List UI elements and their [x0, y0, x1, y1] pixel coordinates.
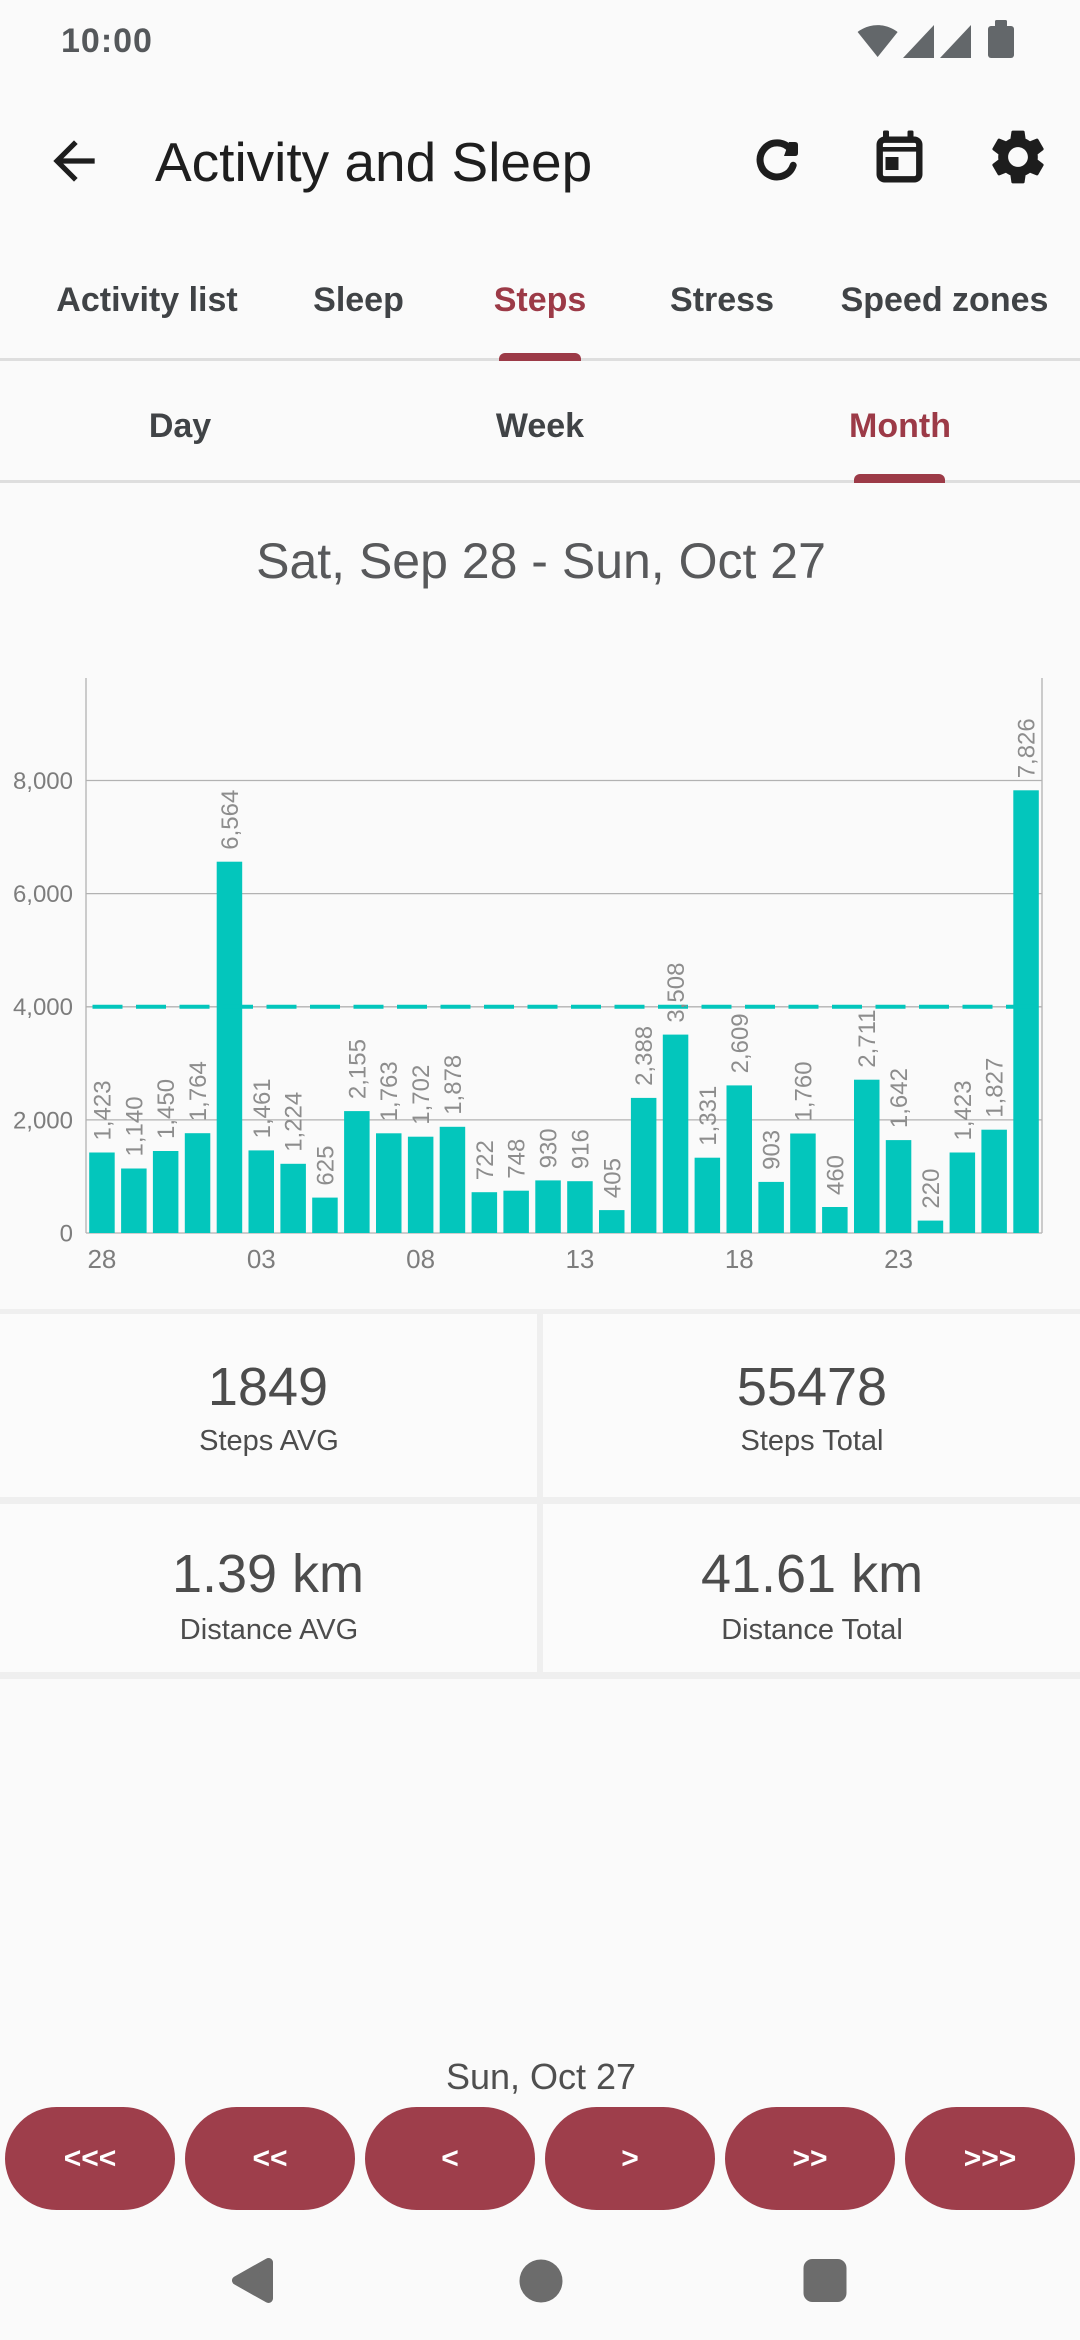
svg-text:18: 18 — [725, 1244, 754, 1274]
svg-text:23: 23 — [884, 1244, 913, 1274]
svg-text:2,388: 2,388 — [631, 1026, 658, 1086]
svg-text:220: 220 — [918, 1169, 945, 1209]
svg-text:2,155: 2,155 — [344, 1039, 371, 1099]
svg-text:916: 916 — [567, 1129, 594, 1169]
svg-text:1,450: 1,450 — [153, 1079, 180, 1139]
svg-text:2,000: 2,000 — [13, 1107, 73, 1134]
svg-text:6,564: 6,564 — [217, 790, 244, 850]
svg-text:13: 13 — [565, 1244, 594, 1274]
svg-text:748: 748 — [504, 1139, 531, 1179]
svg-text:1,461: 1,461 — [249, 1078, 276, 1138]
svg-text:1,331: 1,331 — [695, 1086, 722, 1146]
svg-text:1,423: 1,423 — [89, 1080, 116, 1140]
svg-text:7,826: 7,826 — [1014, 718, 1041, 778]
svg-text:1,423: 1,423 — [950, 1080, 977, 1140]
svg-text:1,140: 1,140 — [121, 1096, 148, 1156]
svg-text:0: 0 — [60, 1221, 73, 1248]
svg-text:1,878: 1,878 — [440, 1055, 467, 1115]
svg-text:6,000: 6,000 — [13, 881, 73, 908]
svg-text:1,764: 1,764 — [185, 1061, 212, 1121]
svg-text:1,224: 1,224 — [281, 1092, 308, 1152]
svg-text:28: 28 — [87, 1244, 116, 1274]
svg-text:08: 08 — [406, 1244, 435, 1274]
svg-text:1,702: 1,702 — [408, 1065, 435, 1125]
svg-text:1,763: 1,763 — [376, 1061, 403, 1121]
svg-text:930: 930 — [536, 1128, 563, 1168]
svg-text:03: 03 — [247, 1244, 276, 1274]
svg-text:2,609: 2,609 — [727, 1013, 754, 1073]
svg-text:1,827: 1,827 — [982, 1058, 1009, 1118]
svg-text:903: 903 — [759, 1130, 786, 1170]
svg-text:625: 625 — [313, 1146, 340, 1186]
svg-text:2,711: 2,711 — [854, 1009, 881, 1067]
svg-text:1,760: 1,760 — [791, 1061, 818, 1121]
svg-text:460: 460 — [822, 1155, 849, 1195]
svg-text:3,508: 3,508 — [663, 963, 690, 1023]
svg-text:405: 405 — [599, 1158, 626, 1198]
svg-text:1,642: 1,642 — [886, 1068, 913, 1128]
svg-text:722: 722 — [472, 1140, 499, 1180]
svg-text:8,000: 8,000 — [13, 768, 73, 795]
svg-text:4,000: 4,000 — [13, 994, 73, 1021]
